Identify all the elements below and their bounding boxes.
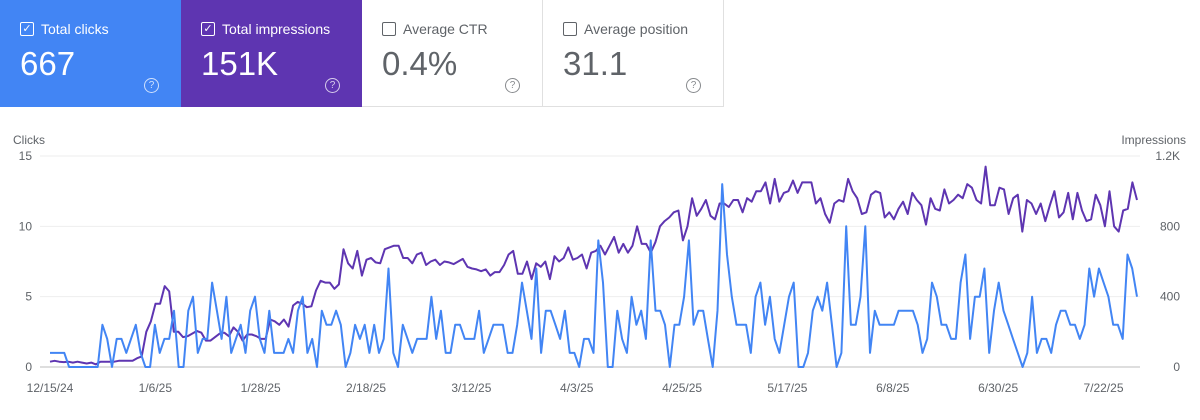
left-y-tick-label: 5 — [25, 290, 32, 304]
x-tick-label: 7/22/25 — [1083, 381, 1123, 395]
checkbox-unchecked-icon[interactable] — [563, 22, 577, 36]
x-tick-label: 12/15/24 — [27, 381, 74, 395]
average-position-card[interactable]: Average position 31.1 ? — [543, 0, 724, 107]
checkbox-unchecked-icon[interactable] — [382, 22, 396, 36]
x-tick-label: 1/28/25 — [241, 381, 281, 395]
total-clicks-card[interactable]: ✓ Total clicks 667 ? — [0, 0, 181, 107]
card-value: 151K — [201, 45, 279, 82]
card-label: Total impressions — [222, 21, 331, 37]
x-tick-label: 3/12/25 — [451, 381, 491, 395]
total-impressions-card[interactable]: ✓ Total impressions 151K ? — [181, 0, 362, 107]
card-label: Average position — [584, 21, 689, 37]
left-y-tick-label: 15 — [19, 149, 33, 163]
right-y-tick-label: 800 — [1160, 219, 1180, 233]
card-label: Total clicks — [41, 21, 109, 37]
help-icon[interactable]: ? — [144, 78, 159, 93]
x-tick-label: 6/30/25 — [978, 381, 1018, 395]
left-y-tick-label: 10 — [19, 219, 33, 233]
x-tick-label: 4/25/25 — [662, 381, 702, 395]
card-value: 0.4% — [382, 45, 458, 82]
left-axis-title: Clicks — [13, 133, 45, 147]
right-axis-title: Impressions — [1121, 133, 1186, 147]
x-tick-label: 2/18/25 — [346, 381, 386, 395]
x-tick-label: 1/6/25 — [139, 381, 173, 395]
help-icon[interactable]: ? — [686, 78, 701, 93]
checkbox-checked-icon[interactable]: ✓ — [20, 22, 34, 36]
card-label: Average CTR — [403, 21, 488, 37]
card-value: 667 — [20, 45, 76, 82]
clicks-line — [50, 183, 1138, 368]
right-y-tick-label: 400 — [1160, 290, 1180, 304]
help-icon[interactable]: ? — [505, 78, 520, 93]
checkbox-checked-icon[interactable]: ✓ — [201, 22, 215, 36]
metric-cards: ✓ Total clicks 667 ? ✓ Total impressions 1… — [0, 0, 724, 107]
right-y-tick-label: 1.2K — [1155, 149, 1180, 163]
impressions-line — [49, 165, 1138, 366]
x-tick-label: 4/3/25 — [560, 381, 594, 395]
right-y-tick-label: 0 — [1173, 360, 1180, 374]
card-value: 31.1 — [563, 45, 628, 82]
help-icon[interactable]: ? — [325, 78, 340, 93]
average-ctr-card[interactable]: Average CTR 0.4% ? — [362, 0, 543, 107]
left-y-tick-label: 0 — [25, 360, 32, 374]
x-tick-label: 6/8/25 — [876, 381, 910, 395]
x-tick-label: 5/17/25 — [767, 381, 807, 395]
